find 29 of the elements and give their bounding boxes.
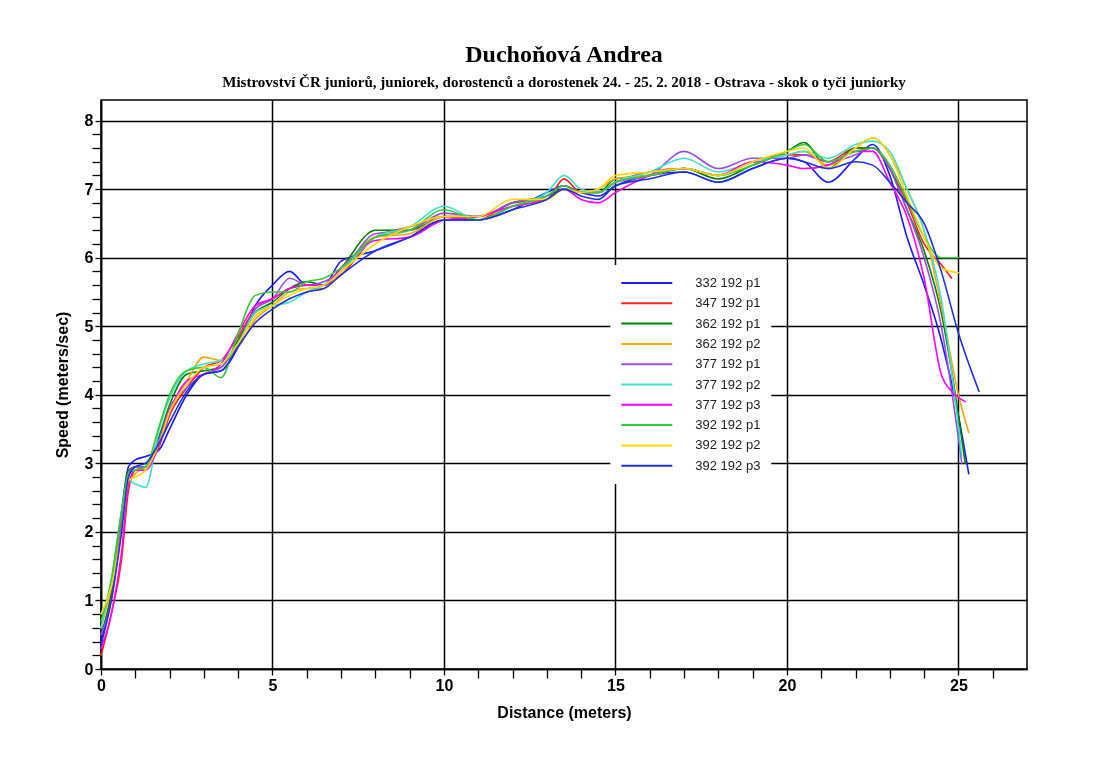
x-tick-label: 10 [435, 676, 454, 694]
legend-label: 377 192 p2 [695, 376, 761, 392]
legend-label: 347 192 p1 [695, 295, 761, 311]
x-tick-label: 5 [268, 676, 278, 694]
y-tick-label: 5 [84, 317, 94, 335]
y-tick-label: 3 [84, 454, 94, 472]
legend-label: 377 192 p1 [695, 356, 761, 372]
x-tick-label: 0 [97, 676, 107, 694]
legend-label: 362 192 p2 [695, 335, 761, 351]
x-tick-label: 25 [950, 676, 968, 694]
x-tick-label: 15 [607, 676, 625, 694]
legend-label: 392 192 p3 [695, 457, 761, 473]
legend-label: 362 192 p1 [695, 315, 761, 331]
legend-label: 332 192 p1 [695, 275, 761, 291]
x-axis-title: Distance (meters) [497, 703, 632, 721]
legend-label: 392 192 p2 [695, 437, 761, 453]
y-axis-title: Speed (meters/sec) [53, 311, 71, 459]
legend-label: 392 192 p1 [695, 417, 761, 433]
x-tick-label: 20 [778, 676, 797, 694]
y-tick-label: 2 [84, 523, 94, 541]
y-tick-label: 1 [84, 591, 94, 609]
y-tick-label: 7 [84, 180, 94, 198]
y-tick-label: 0 [84, 660, 94, 678]
chart-title: Duchoňová Andrea [465, 41, 663, 67]
y-tick-label: 4 [84, 386, 94, 404]
y-tick-label: 8 [84, 112, 94, 130]
y-tick-label: 6 [84, 249, 94, 267]
chart-subtitle: Mistrovství ČR juniorů, juniorek, dorostenců a dorostenek 24. - 25. 2. 2018 - Ostrava - skok o tyči juniorky [222, 74, 907, 90]
legend-label: 377 192 p3 [695, 396, 761, 412]
